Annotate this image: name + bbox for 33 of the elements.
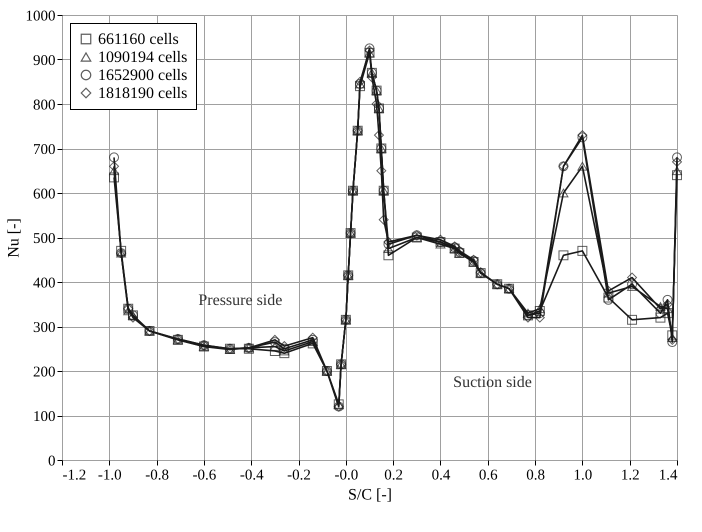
- y-tick-label: 300: [33, 320, 56, 336]
- x-tick-label: -0.4: [240, 468, 264, 484]
- annotation: Pressure side: [198, 292, 282, 309]
- x-axis-title: S/C [-]: [348, 486, 392, 504]
- y-tick-label: 400: [33, 276, 56, 292]
- x-tick-label: -0.6: [192, 468, 217, 484]
- y-tick-label: 800: [33, 98, 56, 114]
- x-tick-label: 0.4: [432, 468, 451, 484]
- x-tick-label: -0.8: [145, 468, 169, 484]
- y-tick-label: 200: [33, 364, 56, 380]
- legend-label: 1818190 cells: [98, 85, 188, 102]
- x-tick-label: 1.0: [574, 468, 592, 484]
- y-tick-label: 500: [33, 231, 56, 247]
- legend-label: 1652900 cells: [98, 67, 188, 84]
- x-tick-label: -0.0: [334, 468, 358, 484]
- annotation: Suction side: [453, 374, 532, 392]
- legend-label: 1090194 cells: [98, 49, 188, 66]
- y-tick-label: 600: [33, 186, 56, 202]
- x-tick-label: 1.2: [620, 468, 640, 484]
- x-tick-label: 0.6: [478, 468, 498, 484]
- y-tick-label: 1000: [26, 8, 56, 24]
- x-tick-label: 0.2: [384, 468, 404, 484]
- x-tick-label: 1.4: [658, 468, 678, 484]
- y-tick-label: 700: [33, 142, 56, 158]
- y-tick-label: 100: [33, 409, 56, 425]
- legend-label: 661160 cells: [98, 31, 179, 48]
- x-tick-label: -1.2: [62, 468, 86, 484]
- x-tick-label: 0.8: [526, 468, 545, 484]
- y-tick-label: 0: [48, 454, 56, 470]
- y-tick-label: 900: [33, 53, 56, 69]
- x-tick-label: -0.2: [287, 468, 311, 484]
- x-tick-label: -1.0: [98, 468, 122, 484]
- y-axis-title: Nu [-]: [6, 218, 22, 258]
